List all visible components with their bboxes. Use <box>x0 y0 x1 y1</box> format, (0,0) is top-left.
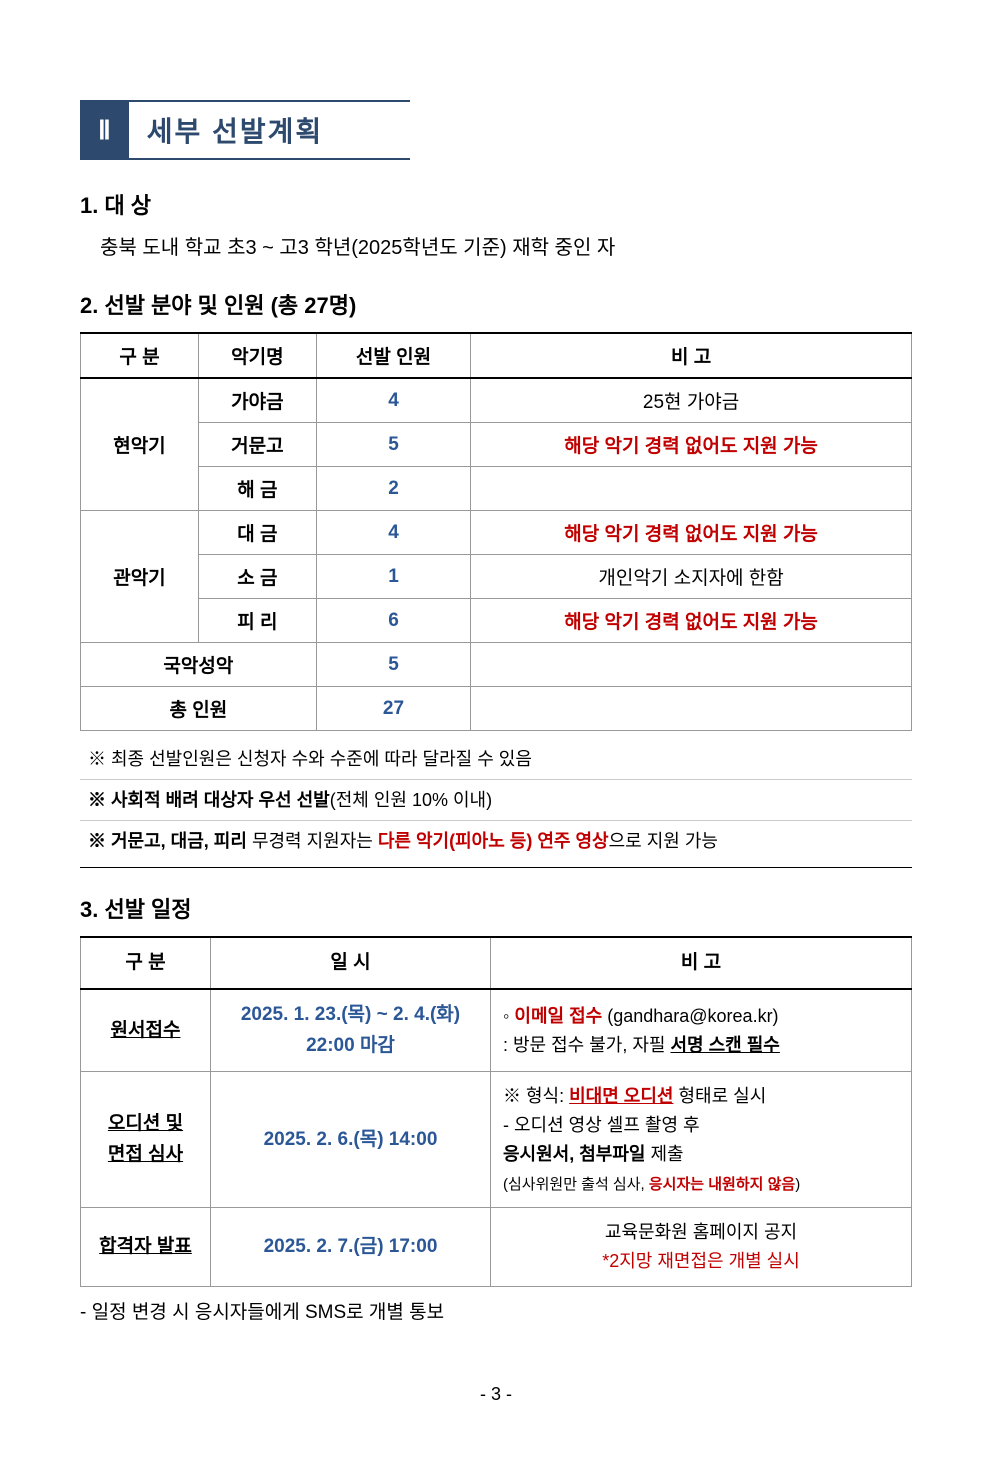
table-row: 관악기대 금4해당 악기 경력 없어도 지원 가능 <box>81 511 912 555</box>
sch2-l1c: 형태로 실시 <box>674 1086 767 1106</box>
sch3-date: 2025. 2. 7.(금) 17:00 <box>211 1208 491 1287</box>
table-row: 소 금1개인악기 소지자에 한함 <box>81 555 912 599</box>
note3-d: 으로 지원 가능 <box>609 831 718 851</box>
section-header: Ⅱ 세부 선발계획 <box>80 100 410 160</box>
instrument-cell: 피 리 <box>198 599 316 643</box>
page-number: - 3 - <box>80 1384 912 1405</box>
count-cell: 6 <box>316 599 470 643</box>
sch-th-2: 일 시 <box>211 937 491 989</box>
sch1-red1: 이메일 접수 <box>514 1006 602 1026</box>
sch1-date: 2025. 1. 23.(목) ~ 2. 4.(화)22:00 마감 <box>211 989 491 1071</box>
sch2-l1b: 비대면 오디션 <box>569 1086 673 1106</box>
count-cell: 5 <box>316 643 470 687</box>
note-cell: 25현 가야금 <box>471 378 912 423</box>
th-instrument: 악기명 <box>198 333 316 378</box>
section3-title: 3. 선발 일정 <box>80 892 912 924</box>
note-cell: 해당 악기 경력 없어도 지원 가능 <box>471 599 912 643</box>
instruments-table: 구 분 악기명 선발 인원 비 고 현악기가야금425현 가야금거문고5해당 악… <box>80 332 912 731</box>
instrument-cell: 해 금 <box>198 467 316 511</box>
th-category: 구 분 <box>81 333 199 378</box>
sch1-line2a: : 방문 접수 불가, 자필 <box>503 1035 671 1055</box>
sch1-label: 원서접수 <box>81 989 211 1071</box>
note-cell: 개인악기 소지자에 한함 <box>471 555 912 599</box>
schedule-row-2: 오디션 및면접 심사 2025. 2. 6.(목) 14:00 ※ 형식: 비대… <box>81 1072 912 1208</box>
sch2-l3b: 응시원서, 첨부파일 <box>503 1144 645 1164</box>
note3-c: 다른 악기(피아노 등) 연주 영상 <box>378 831 609 851</box>
section1-text: 충북 도내 학교 초3 ~ 고3 학년(2025학년도 기준) 재학 중인 자 <box>100 232 912 264</box>
note3-b: 무경력 지원자는 <box>247 831 378 851</box>
header-title: 세부 선발계획 <box>129 102 341 158</box>
sch2-l3c: 제출 <box>645 1144 683 1164</box>
schedule-table: 구 분 일 시 비 고 원서접수 2025. 1. 23.(목) ~ 2. 4.… <box>80 936 912 1287</box>
sch2-l1a: ※ 형식: <box>503 1086 569 1106</box>
note-line-3: ※ 거문고, 대금, 피리 무경력 지원자는 다른 악기(피아노 등) 연주 영… <box>80 821 912 861</box>
sch1-line2b: 서명 스캔 필수 <box>671 1035 780 1055</box>
schedule-footer: - 일정 변경 시 응시자들에게 SMS로 개별 통보 <box>80 1297 912 1324</box>
note-cell <box>471 467 912 511</box>
note-cell: 해당 악기 경력 없어도 지원 가능 <box>471 423 912 467</box>
category-cell: 관악기 <box>81 511 199 643</box>
merged-label: 총 인원 <box>81 687 317 731</box>
count-cell: 4 <box>316 378 470 423</box>
count-cell: 5 <box>316 423 470 467</box>
count-cell: 2 <box>316 467 470 511</box>
notes-block: ※ 최종 선발인원은 신청자 수와 수준에 따라 달라질 수 있음 ※ 사회적 … <box>80 739 912 868</box>
note-cell: 해당 악기 경력 없어도 지원 가능 <box>471 511 912 555</box>
sch2-remark: ※ 형식: 비대면 오디션 형태로 실시 - 오디션 영상 셀프 촬영 후 응시… <box>491 1072 912 1208</box>
schedule-row-1: 원서접수 2025. 1. 23.(목) ~ 2. 4.(화)22:00 마감 … <box>81 989 912 1071</box>
sch3-remark: 교육문화원 홈페이지 공지 *2지망 재면접은 개별 실시 <box>491 1208 912 1287</box>
sch2-l2: - 오디션 영상 셀프 촬영 후 <box>503 1115 700 1135</box>
sch-th-3: 비 고 <box>491 937 912 989</box>
note-line-2: ※ 사회적 배려 대상자 우선 선발(전체 인원 10% 이내) <box>80 780 912 821</box>
category-cell: 현악기 <box>81 378 199 511</box>
table-row: 현악기가야금425현 가야금 <box>81 378 912 423</box>
sch3-l2: *2지망 재면접은 개별 실시 <box>602 1251 800 1271</box>
table-row: 해 금2 <box>81 467 912 511</box>
sch2-l4b: 응시자는 내원하지 않음 <box>649 1176 795 1193</box>
table-row: 국악성악5 <box>81 643 912 687</box>
schedule-header-row: 구 분 일 시 비 고 <box>81 937 912 989</box>
instrument-cell: 거문고 <box>198 423 316 467</box>
merged-label: 국악성악 <box>81 643 317 687</box>
sch1-plain1: (gandhara@korea.kr) <box>602 1006 778 1026</box>
sch1-prefix: ◦ <box>503 1006 514 1026</box>
note2-rest: (전체 인원 10% 이내) <box>330 790 492 810</box>
note-line-1: ※ 최종 선발인원은 신청자 수와 수준에 따라 달라질 수 있음 <box>80 739 912 780</box>
instrument-cell: 대 금 <box>198 511 316 555</box>
sch2-label: 오디션 및면접 심사 <box>81 1072 211 1208</box>
header-roman: Ⅱ <box>80 102 129 158</box>
schedule-row-3: 합격자 발표 2025. 2. 7.(금) 17:00 교육문화원 홈페이지 공… <box>81 1208 912 1287</box>
section2-title: 2. 선발 분야 및 인원 (총 27명) <box>80 288 912 320</box>
note-cell <box>471 687 912 731</box>
sch2-l4a: (심사위원만 출석 심사, <box>503 1176 649 1193</box>
sch2-date: 2025. 2. 6.(목) 14:00 <box>211 1072 491 1208</box>
instrument-cell: 소 금 <box>198 555 316 599</box>
note2-bold: ※ 사회적 배려 대상자 우선 선발 <box>88 790 330 810</box>
count-cell: 27 <box>316 687 470 731</box>
count-cell: 4 <box>316 511 470 555</box>
th-count: 선발 인원 <box>316 333 470 378</box>
sch-th-1: 구 분 <box>81 937 211 989</box>
section1-title: 1. 대 상 <box>80 188 912 220</box>
table-row: 거문고5해당 악기 경력 없어도 지원 가능 <box>81 423 912 467</box>
table-header-row: 구 분 악기명 선발 인원 비 고 <box>81 333 912 378</box>
instrument-cell: 가야금 <box>198 378 316 423</box>
sch3-label: 합격자 발표 <box>81 1208 211 1287</box>
count-cell: 1 <box>316 555 470 599</box>
note3-a: ※ 거문고, 대금, 피리 <box>88 831 247 851</box>
sch1-remark: ◦ 이메일 접수 (gandhara@korea.kr) : 방문 접수 불가,… <box>491 989 912 1071</box>
th-remark: 비 고 <box>471 333 912 378</box>
sch2-l4c: ) <box>795 1176 800 1193</box>
table-row: 총 인원27 <box>81 687 912 731</box>
note-cell <box>471 643 912 687</box>
sch3-l1: 교육문화원 홈페이지 공지 <box>605 1222 797 1242</box>
table-row: 피 리6해당 악기 경력 없어도 지원 가능 <box>81 599 912 643</box>
